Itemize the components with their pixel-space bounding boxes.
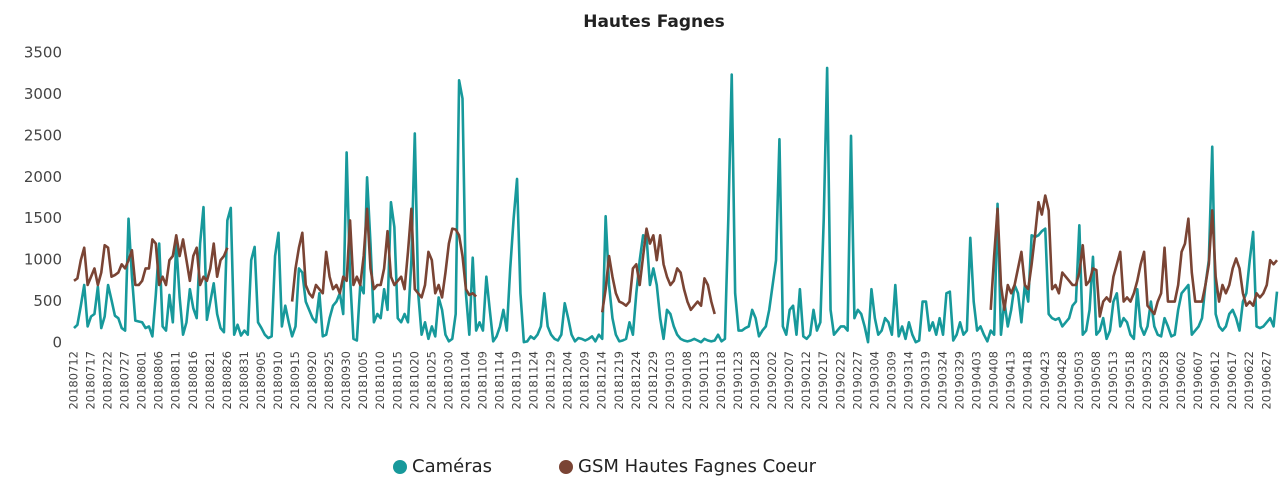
- y-tick-label: 2000: [24, 168, 62, 186]
- x-tick-label: 20180712: [67, 351, 81, 410]
- x-tick-label: 20190217: [816, 351, 830, 410]
- x-tick-label: 20180915: [288, 351, 302, 410]
- x-tick-label: 20181030: [441, 351, 455, 410]
- y-tick-label: 3000: [24, 85, 62, 103]
- x-tick-label: 20181119: [510, 351, 524, 410]
- x-tick-label: 20190602: [1174, 351, 1188, 410]
- x-tick-label: 20180910: [271, 351, 285, 410]
- y-tick-label: 1000: [24, 251, 62, 269]
- series-line: [600, 227, 716, 315]
- x-tick-label: 20180821: [203, 351, 217, 410]
- x-tick-label: 20180717: [84, 351, 98, 410]
- legend-label: Caméras: [412, 456, 492, 477]
- x-tick-label: 20180920: [305, 351, 319, 410]
- x-tick-label: 20181109: [475, 351, 489, 410]
- x-tick-label: 20180905: [254, 351, 268, 410]
- x-tick-label: 20181010: [373, 351, 387, 410]
- y-tick-label: 500: [33, 292, 62, 310]
- x-tick-label: 20180722: [101, 351, 115, 410]
- x-tick-label: 20190503: [1072, 351, 1086, 410]
- x-tick-label: 20180816: [186, 351, 200, 410]
- x-tick-label: 20181015: [390, 351, 404, 410]
- x-tick-label: 20181124: [527, 351, 541, 410]
- x-tick-label: 20181129: [544, 351, 558, 410]
- x-tick-label: 20181224: [629, 351, 643, 410]
- series-line: [290, 207, 478, 302]
- x-tick-label: 20190202: [765, 351, 779, 410]
- x-tick-label: 20180930: [339, 351, 353, 410]
- x-tick-label: 20180925: [322, 351, 336, 410]
- x-tick-label: 20190423: [1038, 351, 1052, 410]
- x-tick-label: 20190123: [731, 351, 745, 410]
- x-tick-label: 20190617: [1225, 351, 1239, 410]
- x-tick-label: 20180826: [220, 351, 234, 410]
- legend-label: GSM Hautes Fagnes Coeur: [578, 456, 817, 477]
- x-tick-label: 20180801: [135, 351, 149, 410]
- x-tick-label: 20190118: [714, 351, 728, 410]
- x-tick-label: 20181025: [424, 351, 438, 410]
- chart-title: Hautes Fagnes: [583, 12, 725, 32]
- x-tick-label: 20190408: [987, 351, 1001, 410]
- x-tick-label: 20190113: [697, 351, 711, 410]
- x-tick-label: 20190508: [1089, 351, 1103, 410]
- x-tick-label: 20190612: [1208, 351, 1222, 410]
- y-tick-label: 2500: [24, 126, 62, 144]
- x-tick-label: 20181114: [492, 351, 506, 410]
- x-tick-label: 20190108: [680, 351, 694, 410]
- legend-marker: [559, 460, 573, 474]
- x-tick-label: 20190523: [1140, 351, 1154, 410]
- x-tick-label: 20190528: [1157, 351, 1171, 410]
- x-tick-label: 20190103: [663, 351, 677, 410]
- y-tick-label: 1500: [24, 209, 62, 227]
- series-line: [73, 66, 1279, 344]
- series-line: [989, 194, 1279, 318]
- x-tick-label: 20180806: [152, 351, 166, 410]
- x-tick-label: 20190319: [918, 351, 932, 410]
- x-tick-label: 20190403: [970, 351, 984, 410]
- x-tick-label: 20181005: [356, 351, 370, 410]
- x-tick-label: 20190324: [936, 351, 950, 410]
- x-tick-label: 20190304: [867, 351, 881, 410]
- x-tick-label: 20190212: [799, 351, 813, 410]
- x-tick-label: 20190428: [1055, 351, 1069, 410]
- x-tick-label: 20190314: [901, 351, 915, 410]
- x-tick-label: 20180831: [237, 351, 251, 410]
- y-tick-label: 0: [52, 334, 62, 352]
- x-tick-label: 20181204: [561, 351, 575, 410]
- x-tick-label: 20181209: [578, 351, 592, 410]
- x-tick-label: 20190607: [1191, 351, 1205, 410]
- x-tick-label: 20190513: [1106, 351, 1120, 410]
- legend-marker: [393, 460, 407, 474]
- x-tick-label: 20190128: [748, 351, 762, 410]
- x-tick-label: 20181214: [595, 351, 609, 410]
- x-tick-label: 20180727: [118, 351, 132, 410]
- x-tick-label: 20190329: [953, 351, 967, 410]
- x-tick-label: 20190413: [1004, 351, 1018, 410]
- x-tick-label: 20190309: [884, 351, 898, 410]
- x-tick-label: 20190627: [1259, 351, 1273, 410]
- x-tick-label: 20181020: [407, 351, 421, 410]
- x-tick-label: 20190207: [782, 351, 796, 410]
- x-tick-label: 20181104: [458, 351, 472, 410]
- x-tick-label: 20181229: [646, 351, 660, 410]
- x-tick-label: 20190622: [1242, 351, 1256, 410]
- x-tick-label: 20180811: [169, 351, 183, 410]
- x-tick-label: 20190222: [833, 351, 847, 410]
- y-tick-label: 3500: [24, 44, 62, 62]
- x-tick-label: 20181219: [612, 351, 626, 410]
- x-tick-label: 20190227: [850, 351, 864, 410]
- series-line: [73, 233, 229, 287]
- x-tick-label: 20190518: [1123, 351, 1137, 410]
- x-tick-label: 20190418: [1021, 351, 1035, 410]
